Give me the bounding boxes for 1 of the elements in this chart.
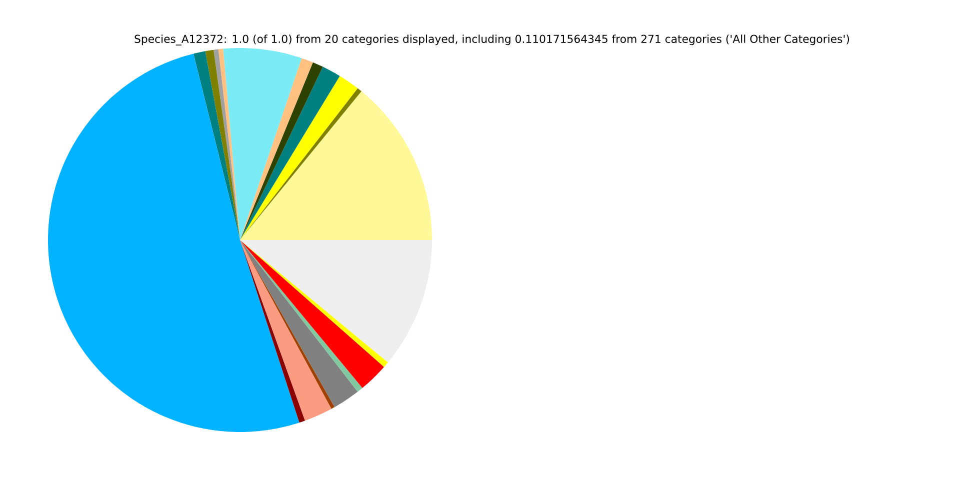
text: Species_A12372: 1.0 (of 1.0) from 20 categories displayed, including 0.110171564345 from 271 categories ('All Other Categories') <box>134 34 850 46</box>
